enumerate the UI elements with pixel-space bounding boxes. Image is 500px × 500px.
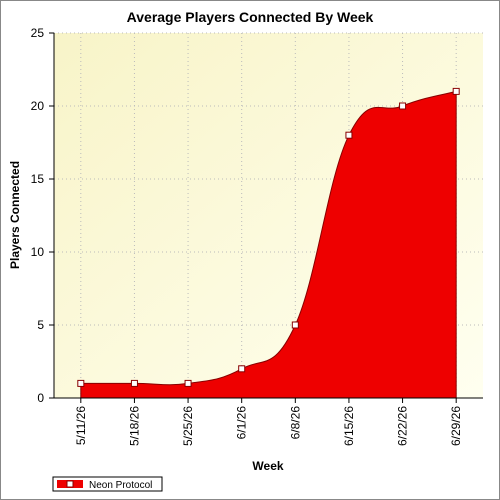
y-tick-label: 5 bbox=[37, 318, 44, 332]
marker bbox=[291, 321, 299, 329]
x-tick-label: 5/18/26 bbox=[127, 406, 141, 446]
y-tick-label: 20 bbox=[31, 99, 45, 113]
x-tick-label: 5/11/26 bbox=[74, 406, 88, 445]
marker bbox=[452, 87, 460, 95]
marker bbox=[77, 379, 85, 387]
y-tick-label: 15 bbox=[31, 172, 45, 186]
marker bbox=[238, 365, 246, 373]
y-axis-label: Players Connected bbox=[8, 161, 22, 269]
y-tick-label: 25 bbox=[31, 26, 45, 40]
chart-title: Average Players Connected By Week bbox=[127, 9, 374, 25]
marker bbox=[399, 102, 407, 110]
x-tick-label: 5/25/26 bbox=[181, 406, 195, 446]
legend-label: Neon Protocol bbox=[89, 480, 152, 491]
x-tick-label: 6/15/26 bbox=[342, 406, 356, 446]
x-tick-label: 6/8/26 bbox=[288, 406, 302, 440]
marker bbox=[345, 131, 353, 139]
x-tick-label: 6/1/26 bbox=[235, 406, 249, 440]
x-tick-label: 6/22/26 bbox=[396, 406, 410, 446]
marker bbox=[130, 379, 138, 387]
y-tick-label: 0 bbox=[37, 391, 44, 405]
y-tick-label: 10 bbox=[31, 245, 45, 259]
x-axis-label: Week bbox=[252, 459, 283, 473]
x-tick-label: 6/29/26 bbox=[449, 406, 463, 446]
legend-marker bbox=[66, 480, 74, 488]
marker bbox=[184, 379, 192, 387]
